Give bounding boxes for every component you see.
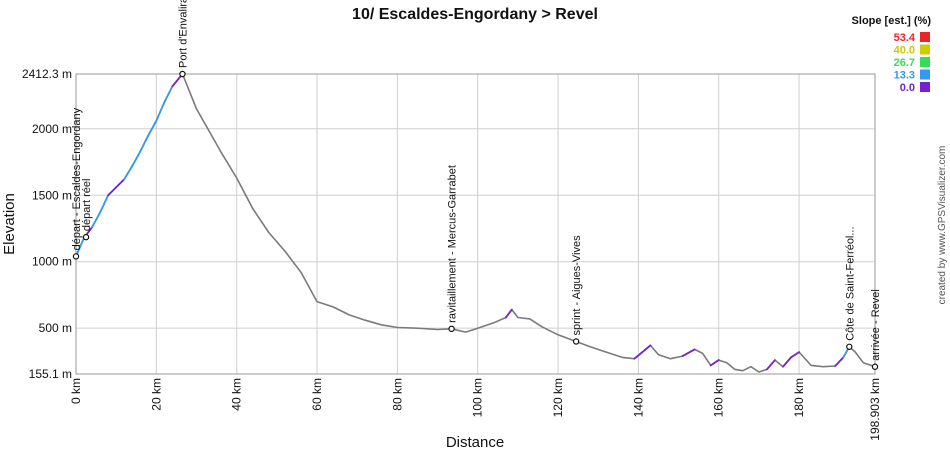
legend-value: 0.0 [900,82,915,94]
waypoint-label: Port d'Envalira [177,0,189,68]
legend-value: 26.7 [894,57,915,69]
y-tick-label: 500 m [39,321,72,335]
x-tick-label: 20 km [149,378,163,411]
slope-segment [131,150,142,167]
waypoint-label: Côte de Saint-Ferréol... [844,226,856,340]
legend-swatch [920,69,930,80]
slope-segment [641,344,652,353]
waypoint-label: arrivée - Revel [870,289,882,361]
y-tick-label: 155.1 m [29,367,72,381]
waypoint-label: ravitaillement - Mercus-Garrabet [447,165,459,323]
slope-segment [504,308,513,319]
slope-segment [681,348,696,357]
x-tick-label: 100 km [471,378,485,417]
slope-segment [107,186,118,197]
x-axis-title: Distance [446,434,504,450]
y-axis-title: Elevation [1,193,18,255]
waypoint-marker [448,325,455,333]
elevation-line-group [75,73,876,373]
x-axis-ticks: 0 km 20 km 40 km 60 km 80 km 100 km 120 km 140 … [69,378,882,441]
plot-frame [75,73,876,375]
waypoint-marker [179,70,186,78]
waypoint-marker [871,363,879,370]
x-tick-label: 120 km [551,378,565,417]
legend-value: 40.0 [894,45,915,57]
y-axis-ticks: 155.1 m 500 m 1000 m 1500 m 2000 m 2412.3 m [22,67,72,381]
elevation-line [75,73,876,373]
slope-segment [633,351,644,360]
y-tick-label: 1000 m [32,255,72,269]
slope-segment [115,178,126,189]
waypoint-label: départ - Escaldes-Engordany [71,107,83,250]
slope-segment [163,85,174,104]
waypoint-marker [572,338,580,345]
y-tick-label: 1500 m [32,188,72,202]
legend-value: 13.3 [894,70,915,82]
slope-segment [766,359,776,371]
legend-title: Slope [est.] (%) [852,15,932,27]
x-tick-label: 0 km [69,378,83,404]
credit-text: created by www.GPSVisualizer.com [937,146,948,305]
slope-segment [782,356,792,368]
waypoint-marker [846,343,853,350]
waypoint-marker [72,253,80,260]
legend-value: 53.4 [894,32,916,44]
y-tick-label: 2000 m [32,122,72,136]
waypoint-marker [82,233,90,241]
slope-segment [790,351,800,359]
slope-segment [139,134,150,153]
legend-swatch [920,44,930,55]
chart-title: 10/ Escaldes-Engordany > Revel [352,6,598,23]
x-tick-label: 40 km [230,378,244,411]
legend-swatch [920,32,930,42]
slope-segment [75,236,85,258]
slope-segment [91,211,102,229]
slope-segment [709,359,720,367]
x-tick-label: 140 km [631,378,645,417]
slope-segment [155,101,166,122]
x-tick-label: 60 km [310,378,324,411]
slope-segment [147,119,158,137]
y-tick-label: 2412.3 m [22,67,72,81]
slope-legend: Slope [est.] (%) 53.440.026.713.30.0 [852,15,932,94]
x-tick-label: 180 km [792,378,806,417]
slope-segment [834,356,845,367]
slope-segment [99,194,110,214]
x-tick-label: 198.903 km [868,378,882,441]
waypoint-label: départ réel [81,179,93,232]
legend-swatch [920,82,930,92]
x-tick-label: 160 km [712,378,726,417]
waypoint-label: sprint - Aigues-Vives [571,235,583,336]
slope-segment [123,165,134,181]
x-tick-label: 80 km [390,378,404,411]
legend-swatch [920,57,930,67]
